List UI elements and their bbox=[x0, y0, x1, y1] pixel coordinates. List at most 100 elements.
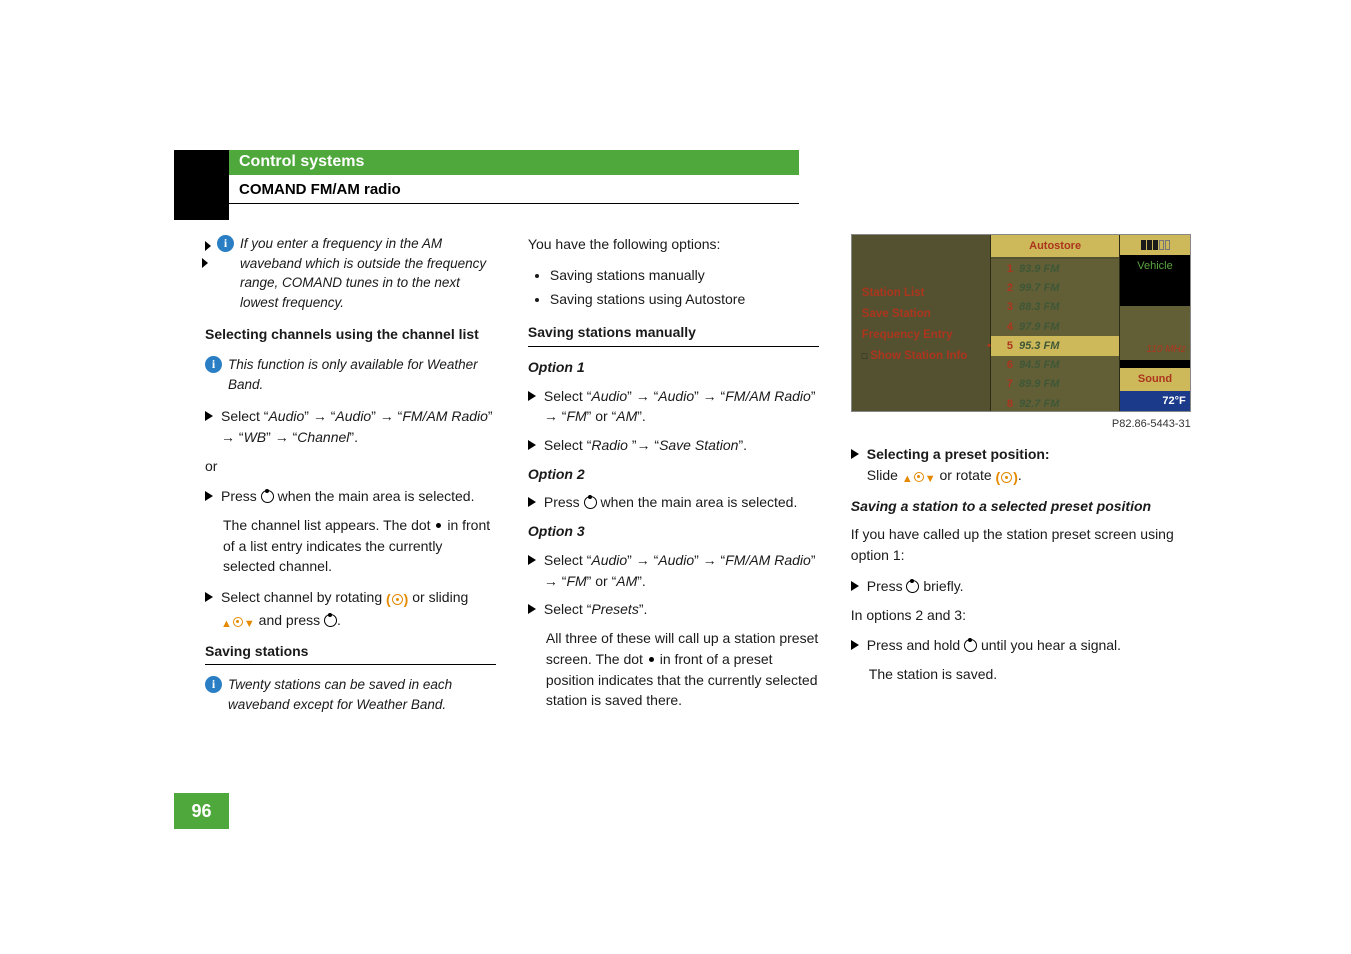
step-text: Selecting a preset position: Slide ▲▼ or… bbox=[867, 444, 1191, 487]
heading-option-1: Option 1 bbox=[528, 357, 819, 378]
menu-audio: Audio bbox=[335, 408, 371, 424]
list-item: Saving stations manually bbox=[550, 265, 819, 286]
column-1: i If you enter a frequency in the AM wav… bbox=[205, 234, 496, 726]
info-note-twenty: i Twenty stations can be saved in each w… bbox=[205, 675, 496, 714]
menu-fm: FM bbox=[566, 573, 586, 589]
screenshot-blank bbox=[1120, 277, 1190, 306]
step-text: Press and hold until you hear a signal. bbox=[867, 635, 1191, 656]
menu-presets: Presets bbox=[591, 601, 638, 617]
screenshot-sound-button: Sound bbox=[1120, 368, 1190, 390]
note-text: If you enter a frequency in the AM waveb… bbox=[240, 234, 496, 312]
controller-rotate-icon: () bbox=[996, 467, 1018, 488]
screenshot-menu-item: Station List bbox=[862, 283, 984, 304]
heading-saving-manually: Saving stations manually bbox=[528, 322, 819, 347]
step-text: Press when the main area is selected. bbox=[544, 492, 819, 513]
info-icon: i bbox=[205, 676, 222, 693]
t: or bbox=[591, 573, 611, 589]
screenshot-preset-row: 497.9 FM bbox=[991, 317, 1119, 336]
or-text: or bbox=[205, 456, 496, 477]
step-arrow-icon bbox=[528, 440, 536, 450]
screenshot-blank bbox=[1120, 360, 1190, 369]
step: Select “Presets”. bbox=[528, 599, 819, 620]
step-arrow-icon bbox=[528, 555, 536, 565]
menu-audio: Audio bbox=[591, 388, 627, 404]
step-arrow-icon bbox=[528, 391, 536, 401]
screenshot-caption: P82.86-5443-31 bbox=[851, 416, 1191, 432]
step-text: Select “Audio” → “Audio” → “FM/AM Radio”… bbox=[221, 406, 496, 447]
heading-select-channels: Selecting channels using the channel lis… bbox=[205, 324, 496, 345]
t: or sliding bbox=[408, 589, 468, 605]
page: Control systems COMAND FM/AM radio i If … bbox=[0, 0, 1351, 954]
step: Select “Radio ”→ “Save Station”. bbox=[528, 435, 819, 456]
step: Select “Audio” → “Audio” → “FM/AM Radio”… bbox=[528, 550, 819, 591]
column-2: You have the following options: Saving s… bbox=[528, 234, 819, 726]
controller-slide-vert-icon: ▲▼ bbox=[221, 612, 255, 633]
menu-audio: Audio bbox=[268, 408, 304, 424]
t: Select “ bbox=[544, 437, 591, 453]
t: or bbox=[591, 408, 611, 424]
continuation-note: i If you enter a frequency in the AM wav… bbox=[205, 234, 496, 312]
t: Select “ bbox=[544, 552, 591, 568]
screenshot-mhz-label: 110 MHz bbox=[1120, 341, 1190, 360]
menu-channel: Channel bbox=[297, 429, 349, 445]
t: Press bbox=[544, 494, 584, 510]
list-item: Saving stations using Autostore bbox=[550, 289, 819, 310]
step-arrow-icon bbox=[205, 491, 213, 501]
step: Select channel by rotating () or sliding… bbox=[205, 587, 496, 632]
step: Press briefly. bbox=[851, 576, 1191, 597]
controller-press-icon bbox=[324, 614, 337, 627]
step-text: Select “Audio” → “Audio” → “FM/AM Radio”… bbox=[544, 550, 819, 591]
screenshot-preset-row: 789.9 FM bbox=[991, 375, 1119, 394]
menu-am: AM bbox=[616, 408, 637, 424]
dot-icon bbox=[649, 657, 654, 662]
menu-fmam-radio: FM/AM Radio bbox=[725, 552, 811, 568]
t: or rotate bbox=[936, 467, 996, 483]
heading-saving-stations: Saving stations bbox=[205, 641, 496, 666]
note-text: This function is only available for Weat… bbox=[228, 355, 496, 394]
result-text: The station is saved. bbox=[869, 664, 1191, 685]
t: Select “ bbox=[544, 388, 591, 404]
result-text: All three of these will call up a statio… bbox=[546, 628, 819, 711]
column-3: Station ListSave StationFrequency Entry□… bbox=[851, 234, 1191, 726]
menu-audio: Audio bbox=[658, 552, 694, 568]
menu-wb: WB bbox=[244, 429, 267, 445]
step-text: Select “Presets”. bbox=[544, 599, 819, 620]
step-arrow-icon bbox=[851, 581, 859, 591]
continue-icon bbox=[205, 234, 211, 312]
step: Select “Audio” → “Audio” → “FM/AM Radio”… bbox=[528, 386, 819, 427]
dot-icon bbox=[436, 523, 441, 528]
step-text: Select “Audio” → “Audio” → “FM/AM Radio”… bbox=[544, 386, 819, 427]
screenshot-preset-row: 892.7 FM bbox=[991, 394, 1119, 413]
controller-press-icon bbox=[261, 490, 274, 503]
screenshot-preset-row: 595.3 FM bbox=[991, 336, 1119, 355]
screenshot-preset-row: 694.5 FM bbox=[991, 356, 1119, 375]
screenshot-freq-scale bbox=[1120, 306, 1190, 341]
t: Select channel by rotating bbox=[221, 589, 386, 605]
step-arrow-icon bbox=[205, 411, 213, 421]
menu-radio: Radio bbox=[591, 437, 631, 453]
step-text: Press briefly. bbox=[867, 576, 1191, 597]
t: Press bbox=[867, 578, 907, 594]
screenshot-right-panel: Vehicle 110 MHz Sound 72°F bbox=[1120, 235, 1190, 411]
columns: i If you enter a frequency in the AM wav… bbox=[0, 204, 1351, 726]
t: and press bbox=[255, 612, 324, 628]
screenshot-temperature: 72°F bbox=[1120, 391, 1190, 411]
note-text: Twenty stations can be saved in each wav… bbox=[228, 675, 496, 714]
step-text: Select channel by rotating () or sliding… bbox=[221, 587, 496, 632]
t: Press and hold bbox=[867, 637, 964, 653]
screenshot-vehicle-button: Vehicle bbox=[1120, 255, 1190, 277]
thumb-tab bbox=[174, 150, 229, 220]
step-text: Select “Radio ”→ “Save Station”. bbox=[544, 435, 819, 456]
controller-rotate-icon: () bbox=[386, 589, 408, 610]
subsection-header: COMAND FM/AM radio bbox=[229, 175, 799, 204]
screenshot-preset-row: 388.3 FM bbox=[991, 298, 1119, 317]
screenshot-menu-item: Save Station bbox=[862, 304, 984, 325]
t: when the main area is selected. bbox=[274, 488, 475, 504]
page-number: 96 bbox=[174, 793, 229, 829]
screenshot-preset-row: 193.9 FM bbox=[991, 259, 1119, 278]
paragraph: If you have called up the station preset… bbox=[851, 524, 1191, 565]
menu-fmam-radio: FM/AM Radio bbox=[402, 408, 488, 424]
step: Selecting a preset position: Slide ▲▼ or… bbox=[851, 444, 1191, 487]
t: Select “ bbox=[544, 601, 591, 617]
step: Select “Audio” → “Audio” → “FM/AM Radio”… bbox=[205, 406, 496, 447]
